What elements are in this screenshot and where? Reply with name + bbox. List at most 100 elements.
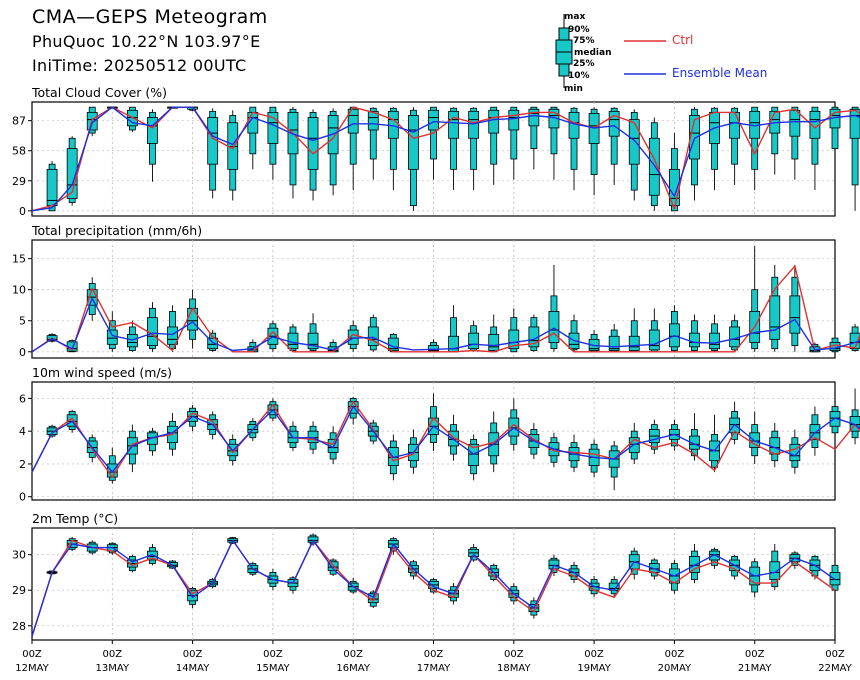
box-40: [829, 390, 841, 440]
box-22: [468, 544, 480, 562]
box-17: [367, 107, 379, 180]
y-tick-label: 15: [12, 253, 26, 266]
box-inner: [307, 332, 319, 350]
box-outer: [851, 106, 859, 186]
box-inner: [729, 111, 741, 139]
box-inner: [367, 110, 379, 131]
chart-title: CMA—GEPS Meteogram: [32, 6, 268, 28]
box-18: [387, 107, 399, 191]
box-33: [689, 314, 700, 352]
box-28: [588, 107, 600, 196]
box-26: [548, 264, 560, 352]
legend-label-max: max: [564, 12, 586, 22]
x-tick-date: 19MAY: [577, 663, 611, 674]
box-inner: [408, 115, 419, 170]
box-13: [287, 421, 299, 451]
y-tick-label: 29: [12, 584, 26, 597]
x-tick-hour: 00Z: [584, 649, 604, 660]
box-23: [488, 106, 500, 185]
box-inner: [147, 550, 158, 561]
y-tick-label: 29: [12, 175, 26, 188]
box-32: [669, 560, 680, 594]
ctrl-series-line: [31, 539, 836, 637]
box-9: [207, 330, 219, 352]
box-inner: [608, 335, 620, 351]
x-tick-hour: 00Z: [183, 649, 203, 660]
panel-title: 2m Temp (°C): [32, 511, 118, 526]
box-4: [106, 447, 118, 484]
y-tick-label: 2: [19, 458, 26, 471]
box-outer: [470, 107, 478, 170]
box-37: [769, 422, 781, 468]
box-inner: [167, 326, 178, 345]
box-inner: [468, 443, 480, 466]
x-tick-date: 13MAY: [96, 663, 130, 674]
box-inner: [648, 137, 660, 196]
legend-ctrl-label: Ctrl: [672, 33, 694, 47]
box-inner: [508, 329, 520, 350]
box-inner: [367, 593, 379, 604]
box-11: [247, 106, 259, 170]
box-inner: [508, 109, 520, 131]
x-tick-hour: 00Z: [22, 649, 42, 660]
box-37: [769, 106, 781, 175]
box-36: [749, 558, 761, 598]
box-4: [106, 311, 118, 352]
box-5: [126, 424, 138, 473]
box-10: [227, 110, 239, 201]
box-inner: [448, 430, 459, 447]
box-inner: [689, 556, 700, 573]
x-tick-hour: 00Z: [825, 649, 845, 660]
box-inner: [307, 536, 319, 543]
panel-3: 28 29 30 2m Temp (°C): [12, 511, 841, 641]
box-inner: [468, 332, 480, 350]
box-inner: [528, 108, 540, 127]
y-tick-label: 0: [19, 205, 26, 218]
box-34: [709, 547, 720, 569]
box-inner: [709, 550, 720, 561]
y-tick-label: 58: [12, 145, 26, 158]
x-tick-date: 22MAY: [818, 663, 852, 674]
box-31: [648, 308, 660, 353]
y-tick-label: 10: [12, 284, 26, 297]
box-18: [387, 333, 399, 353]
box-29: [608, 107, 620, 185]
box-22: [468, 320, 480, 352]
box-inner: [548, 559, 560, 570]
box-35: [729, 314, 741, 352]
box-outer: [530, 106, 538, 150]
ensemble-mean-line: [31, 405, 860, 473]
box-inner: [628, 335, 640, 351]
legend-label-p10: 10%: [568, 71, 590, 81]
box-12: [267, 106, 279, 180]
x-tick-hour: 00Z: [504, 649, 524, 660]
ensemble-mean-line: [31, 106, 860, 212]
x-tick-date: 17MAY: [417, 663, 451, 674]
box-41: [849, 106, 860, 211]
box-inner: [508, 417, 520, 437]
box-inner: [347, 108, 359, 134]
box-39: [809, 106, 821, 191]
legend-mean-label: Ensemble Mean: [672, 66, 768, 80]
box-27: [568, 314, 580, 352]
box-inner: [147, 117, 158, 144]
box-6: [147, 427, 158, 456]
box-inner: [568, 111, 580, 139]
box-38: [789, 106, 801, 180]
box-inner: [187, 307, 199, 331]
box-20: [428, 106, 439, 180]
box-1: [46, 161, 58, 212]
box-inner: [789, 109, 801, 137]
box-21: [448, 305, 459, 353]
box-outer: [450, 107, 457, 170]
x-tick-date: 20MAY: [658, 663, 692, 674]
box-29: [608, 323, 620, 353]
box-34: [709, 107, 720, 191]
x-tick-hour: 00Z: [424, 649, 444, 660]
init-time-label: IniTime: 20250512 00UTC: [32, 56, 247, 75]
legend-label-p90: 90%: [568, 25, 590, 35]
box-inner: [689, 332, 700, 348]
box-inner: [147, 432, 158, 445]
box-39: [809, 406, 821, 456]
box-inner: [106, 329, 118, 345]
